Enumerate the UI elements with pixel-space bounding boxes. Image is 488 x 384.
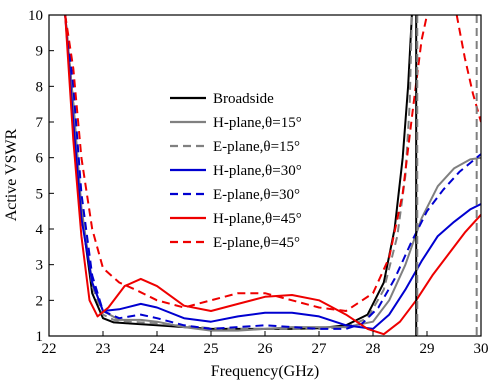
x-tick-label: 23 [96, 341, 111, 357]
legend: Broadside H-plane,θ=15° E-plane,θ=15° H-pla… [170, 91, 302, 251]
series-line-5 [64, 15, 481, 330]
x-tick-label: 25 [204, 341, 219, 357]
y-tick-label: 7 [36, 115, 44, 131]
x-tick-label: 24 [150, 341, 166, 357]
y-tick-label: 6 [36, 151, 44, 167]
series-line-7 [64, 15, 428, 312]
y-tick-label: 2 [36, 293, 44, 309]
y-axis-label: Active VSWR [3, 128, 20, 221]
series-line-6 [64, 15, 481, 336]
x-tick-label: 26 [258, 341, 274, 357]
x-axis: 22 23 24 25 26 27 28 29 30 [42, 331, 488, 357]
x-tick-label: 29 [420, 341, 435, 357]
y-tick-label: 4 [36, 222, 44, 238]
legend-label: H-plane,θ=45° [213, 211, 302, 227]
legend-label: E-plane,θ=45° [213, 235, 300, 251]
x-tick-label: 30 [474, 341, 488, 357]
y-tick-label: 10 [28, 8, 43, 24]
series-line-1 [64, 15, 413, 330]
series-line-3 [64, 15, 413, 330]
y-tick-label: 9 [36, 44, 44, 60]
legend-label: E-plane,θ=15° [213, 139, 300, 155]
legend-label: H-plane,θ=15° [213, 115, 302, 131]
vertical-markers [415, 15, 478, 336]
legend-label: Broadside [213, 91, 274, 107]
y-axis: 1 2 3 4 5 6 7 8 9 10 [28, 8, 54, 345]
y-tick-label: 8 [36, 79, 44, 95]
x-tick-label: 27 [312, 341, 328, 357]
y-tick-label: 3 [36, 258, 44, 274]
x-tick-label: 28 [366, 341, 381, 357]
legend-label: H-plane,θ=30° [213, 163, 302, 179]
legend-label: E-plane,θ=30° [213, 187, 300, 203]
y-tick-label: 5 [36, 186, 44, 202]
x-tick-label: 22 [42, 341, 57, 357]
x-axis-label: Frequency(GHz) [211, 363, 319, 380]
y-tick-label: 1 [36, 329, 44, 345]
